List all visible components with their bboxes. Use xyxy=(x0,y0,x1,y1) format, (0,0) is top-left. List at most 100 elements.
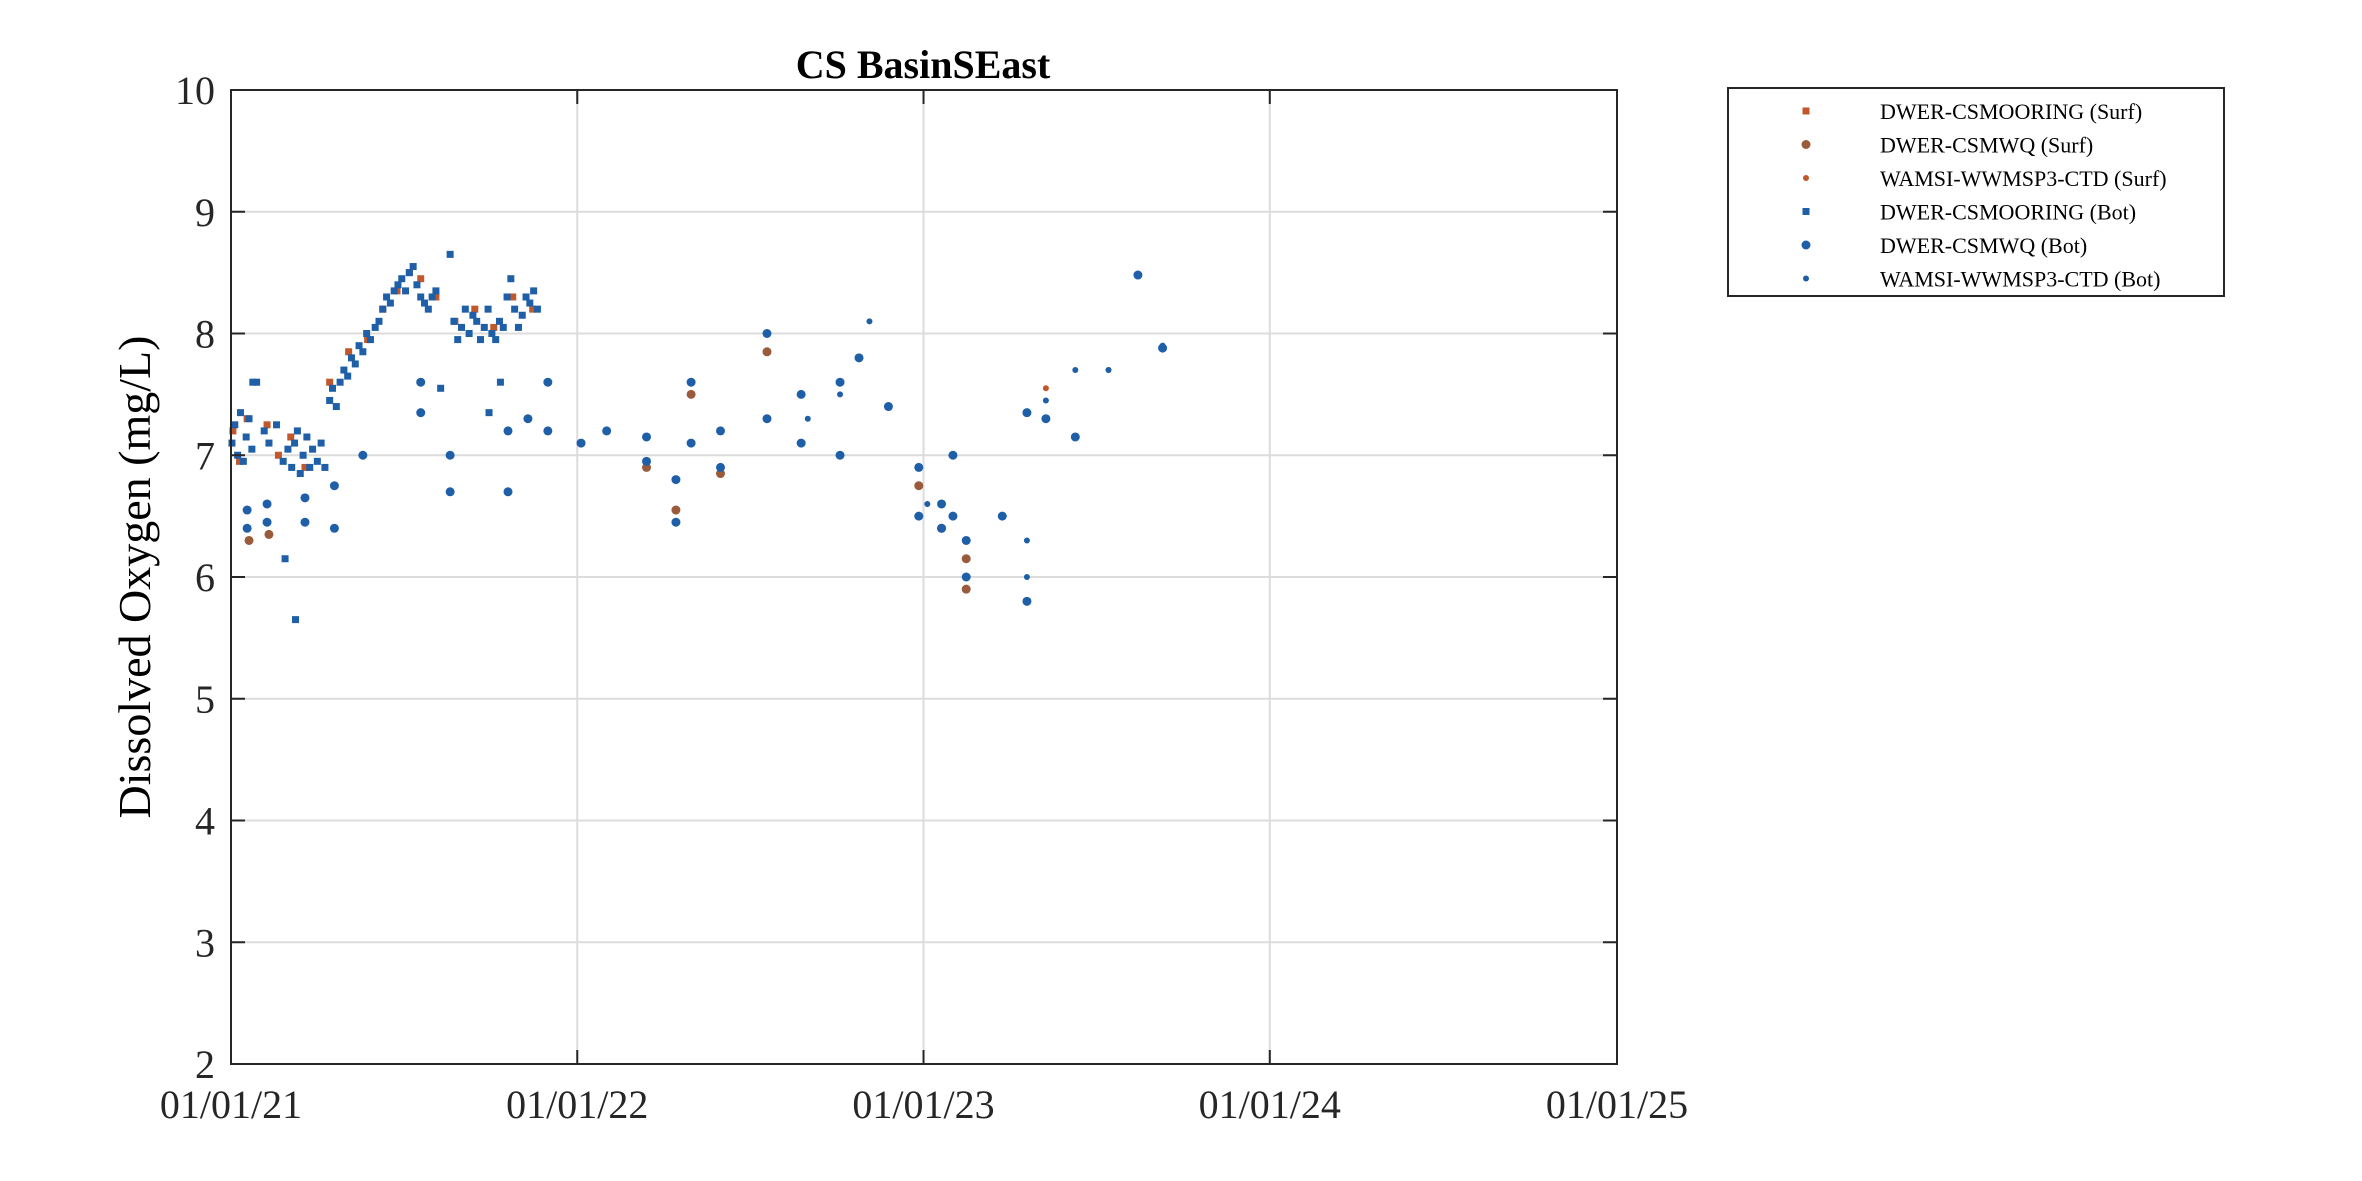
data-point xyxy=(242,433,250,441)
data-point xyxy=(265,439,273,447)
data-point xyxy=(961,572,971,582)
data-point xyxy=(317,439,325,447)
data-point xyxy=(292,616,300,624)
data-point xyxy=(281,555,289,563)
data-point xyxy=(642,432,652,442)
data-point xyxy=(416,377,426,387)
data-point xyxy=(485,409,493,417)
data-point xyxy=(236,409,244,417)
data-point xyxy=(299,451,307,459)
legend-marker xyxy=(1801,240,1811,250)
data-point xyxy=(303,433,311,441)
data-point xyxy=(432,293,440,301)
data-point xyxy=(529,305,537,313)
data-point xyxy=(883,402,893,412)
data-point xyxy=(835,450,845,460)
data-point xyxy=(1070,432,1080,442)
data-point xyxy=(245,415,253,423)
data-point xyxy=(351,360,359,368)
data-points xyxy=(228,250,1168,624)
data-point xyxy=(961,554,971,564)
data-point xyxy=(284,445,292,453)
data-point xyxy=(961,535,971,545)
y-axis-tick-labels: 2 3 4 5 6 7 8 9 10 xyxy=(175,68,215,1087)
data-point xyxy=(336,378,344,386)
data-point xyxy=(671,475,681,485)
data-point xyxy=(231,421,239,429)
data-point xyxy=(914,511,924,521)
data-point xyxy=(355,342,363,350)
data-point xyxy=(458,323,466,331)
grid-lines xyxy=(230,89,1618,1065)
data-point xyxy=(274,451,282,459)
data-point xyxy=(306,463,314,471)
data-point xyxy=(379,305,387,313)
legend-label: DWER-CSMOORING (Surf) xyxy=(1880,99,2142,124)
data-point xyxy=(1133,270,1143,280)
data-point xyxy=(248,445,256,453)
x-tick-label: 01/01/25 xyxy=(1546,1082,1688,1127)
data-point xyxy=(576,438,586,448)
data-point xyxy=(445,450,455,460)
data-point xyxy=(321,463,329,471)
data-point xyxy=(253,378,261,386)
y-tick-label: 9 xyxy=(195,190,215,235)
data-point xyxy=(1022,408,1032,418)
data-point xyxy=(229,427,237,435)
data-point xyxy=(509,293,517,301)
data-point xyxy=(454,336,462,344)
data-point xyxy=(340,366,348,374)
data-point xyxy=(375,317,383,325)
data-point xyxy=(1023,574,1030,580)
data-point xyxy=(359,348,367,356)
legend-box xyxy=(1727,87,2225,297)
data-point xyxy=(671,517,681,527)
data-point xyxy=(371,323,379,331)
data-point xyxy=(716,426,726,436)
data-point xyxy=(937,523,947,533)
data-point xyxy=(332,403,340,411)
y-tick-label: 2 xyxy=(195,1042,215,1087)
data-point xyxy=(287,433,295,441)
data-point xyxy=(480,323,488,331)
data-point xyxy=(961,584,971,594)
data-point xyxy=(914,481,924,491)
data-point xyxy=(262,517,272,527)
data-point xyxy=(837,391,844,398)
data-point xyxy=(602,426,612,436)
data-point xyxy=(402,287,410,295)
data-point xyxy=(507,275,515,283)
legend-label: WAMSI-WWMSP3-CTD (Bot) xyxy=(1880,267,2161,292)
data-point xyxy=(326,378,334,386)
data-point xyxy=(1042,385,1049,392)
series-group xyxy=(242,270,1168,606)
data-point xyxy=(866,318,873,325)
data-point xyxy=(432,287,440,295)
legend-label: DWER-CSMWQ (Surf) xyxy=(1880,133,2093,158)
x-tick-label: 01/01/21 xyxy=(160,1082,302,1127)
data-point xyxy=(762,347,772,357)
data-point xyxy=(686,377,696,387)
data-point xyxy=(279,457,287,465)
data-point xyxy=(424,305,432,313)
data-point xyxy=(997,511,1007,521)
data-point xyxy=(924,500,931,507)
legend-marker xyxy=(1802,208,1810,215)
data-point xyxy=(488,330,496,337)
data-point xyxy=(835,377,845,387)
data-point xyxy=(405,269,413,277)
chart-title: CS BasinSEast xyxy=(796,42,1051,87)
data-point xyxy=(937,499,947,509)
data-point xyxy=(503,293,511,301)
data-point xyxy=(398,275,406,283)
data-point xyxy=(386,299,394,307)
data-point xyxy=(394,281,402,289)
data-point xyxy=(523,414,533,424)
data-point xyxy=(716,462,726,472)
data-point xyxy=(263,421,271,429)
data-point xyxy=(344,372,352,380)
data-point xyxy=(543,426,553,436)
data-point xyxy=(503,487,513,497)
data-point xyxy=(1023,537,1030,544)
